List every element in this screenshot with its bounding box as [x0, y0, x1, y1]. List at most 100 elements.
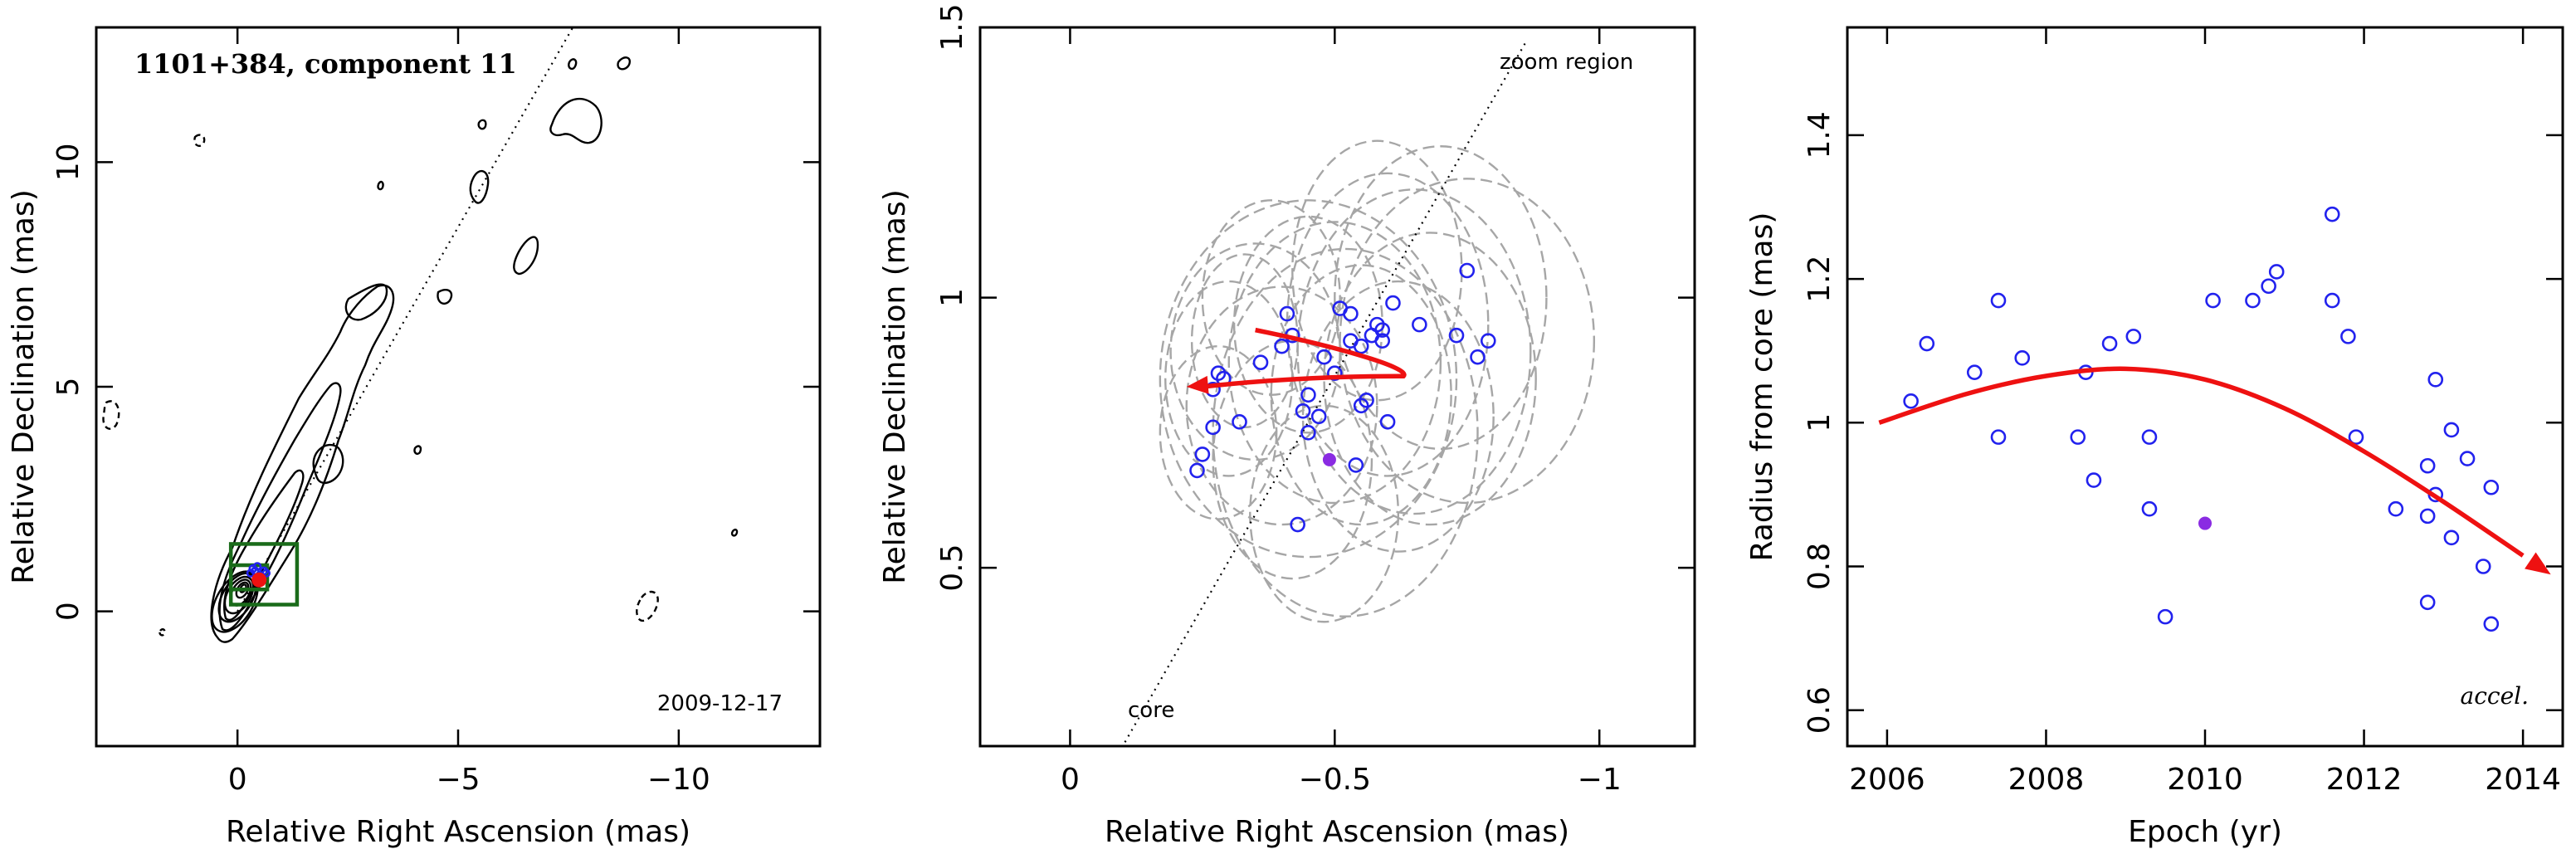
panel-1-ylabel: Relative Declination (mas) [7, 189, 41, 584]
panel-2-point [1353, 338, 1369, 354]
beam-ellipse [1190, 253, 1299, 429]
panel-2-xtick-label: −0.5 [1299, 763, 1371, 797]
panel-3-point [2483, 616, 2500, 632]
panel-2-point [1189, 462, 1205, 479]
panel-2-point [1348, 457, 1364, 473]
jet-contour-c [469, 169, 490, 204]
core-arrowhead [1102, 769, 1114, 783]
negative-contour-b [193, 134, 206, 147]
beam-ellipse [1159, 199, 1458, 559]
jet-contour-j [413, 445, 422, 455]
panel-2-point [1274, 338, 1290, 354]
zoom-region-label: zoom region [1500, 50, 1633, 75]
panel-3-point [2427, 372, 2444, 388]
beam-ellipse [1291, 139, 1463, 402]
panel-2-ylabel: Relative Declination (mas) [878, 189, 912, 584]
panel-2-trajectory [1203, 327, 1407, 389]
panel-3-point [2483, 479, 2500, 495]
beam-ellipse [1339, 178, 1596, 505]
negative-contour-d [159, 627, 166, 637]
panel-3-xtick-label: 2014 [2485, 763, 2561, 797]
panel-3-point [2443, 422, 2460, 438]
panel-2-ytick-label: 1.5 [935, 3, 969, 51]
contour-set [102, 56, 739, 643]
panel-2-point [1210, 365, 1227, 382]
panel-3-point [1966, 364, 1983, 380]
panel-1-ytick-label: 5 [51, 378, 85, 397]
panel-3-point [2125, 329, 2142, 344]
beam-ellipse [1212, 339, 1373, 580]
panel-3-axes: 2006 2008 2010 2012 2014 0.6 0.8 1 1.2 1.4 [1803, 27, 2563, 797]
beam-ellipse [1232, 215, 1383, 434]
beam-ellipse [1227, 221, 1442, 505]
panel-1-xtick-label: −10 [647, 763, 710, 797]
panel-3-frame [1846, 26, 2564, 748]
panel-3-point [1990, 429, 2007, 445]
negative-contour-a [102, 400, 120, 430]
panel-2-point [1327, 365, 1343, 382]
jet-contour-h [568, 58, 578, 71]
beam-ellipse [1323, 232, 1537, 526]
panel-2-xtick-label: 0 [1061, 763, 1080, 797]
panel-2-point [1310, 408, 1327, 425]
panel-2-point [1279, 305, 1295, 322]
contour-level-2 [218, 382, 342, 632]
panel-3-point [2419, 594, 2436, 611]
panel-3-point [2245, 292, 2261, 309]
panel-3-point [2388, 500, 2404, 517]
panel-2-axes: 0 −0.5 −1 0.5 1 1.5 [935, 3, 1695, 797]
panel-2-xtick-label: −1 [1578, 763, 1622, 797]
jet-contour-d [513, 236, 539, 276]
panel-2-ytick-label: 1 [935, 288, 969, 307]
panel-3-fit-curve [1878, 366, 2525, 558]
panel-1-point [261, 569, 271, 578]
panel-3-point [2324, 206, 2340, 222]
panel-1-point [248, 564, 258, 573]
panel-3-point [2141, 429, 2158, 445]
panel-3-point [1919, 335, 1935, 352]
panel-2-point [1300, 387, 1316, 403]
panel-2-point [1369, 316, 1385, 333]
beam-ellipse [1334, 145, 1548, 451]
panel-3-point [2157, 608, 2174, 625]
panel-2-frame [978, 26, 1696, 748]
panel-3-point [2101, 335, 2118, 352]
panel-3-ytick-label: 0.8 [1803, 543, 1837, 590]
core-label: core [1128, 698, 1174, 723]
panel-3-point [2205, 292, 2221, 309]
panel-3-xlabel: Epoch (yr) [2128, 815, 2282, 849]
panel-3-mean-point [2198, 516, 2212, 530]
panel-2-point [1252, 354, 1269, 370]
panel-2-trajectory-arrowhead [1186, 375, 1209, 394]
panel-1-title: 1101+384, component 11 [134, 48, 517, 80]
panel-3-point [2419, 508, 2436, 525]
panel-3-point [1903, 393, 1919, 409]
panel-2-xlabel: Relative Right Ascension (mas) [1105, 815, 1569, 849]
panel-2-ytick-label: 0.5 [935, 544, 969, 591]
panel-3-ytick-label: 0.6 [1803, 686, 1837, 734]
panel-2-point [1379, 414, 1396, 430]
negative-contour-c [636, 590, 659, 622]
panel-3-xtick-label: 2006 [1849, 763, 1925, 797]
panel-3-ytick-label: 1.4 [1803, 111, 1837, 159]
panel-3-xtick-label: 2012 [2326, 763, 2403, 797]
knot-contour [312, 443, 344, 485]
panel-2-point [1448, 327, 1465, 344]
beam-ellipse [1270, 264, 1452, 526]
panel-1-xtick-label: 0 [228, 763, 247, 797]
panel-2-point [1480, 333, 1496, 349]
panel-3-point [2141, 500, 2158, 517]
panel-2-zoom-region: 0 −0.5 −1 0.5 1 1.5 zoom region core Relative… [878, 3, 1696, 849]
panel-2-point [1353, 398, 1369, 414]
panel-1-xtick-label: −5 [436, 763, 480, 797]
panel-1-xlabel: Relative Right Ascension (mas) [226, 815, 690, 849]
panel-3-ytick-label: 1.2 [1803, 255, 1837, 302]
accel-label: accel. [2461, 682, 2529, 710]
beam-ellipse [1286, 172, 1490, 477]
panel-1-red-marker [251, 572, 267, 588]
panel-2-point [1470, 349, 1486, 365]
beam-ellipse [1301, 280, 1495, 553]
jet-contour-b [437, 289, 453, 305]
panel-3-point [2014, 350, 2031, 366]
